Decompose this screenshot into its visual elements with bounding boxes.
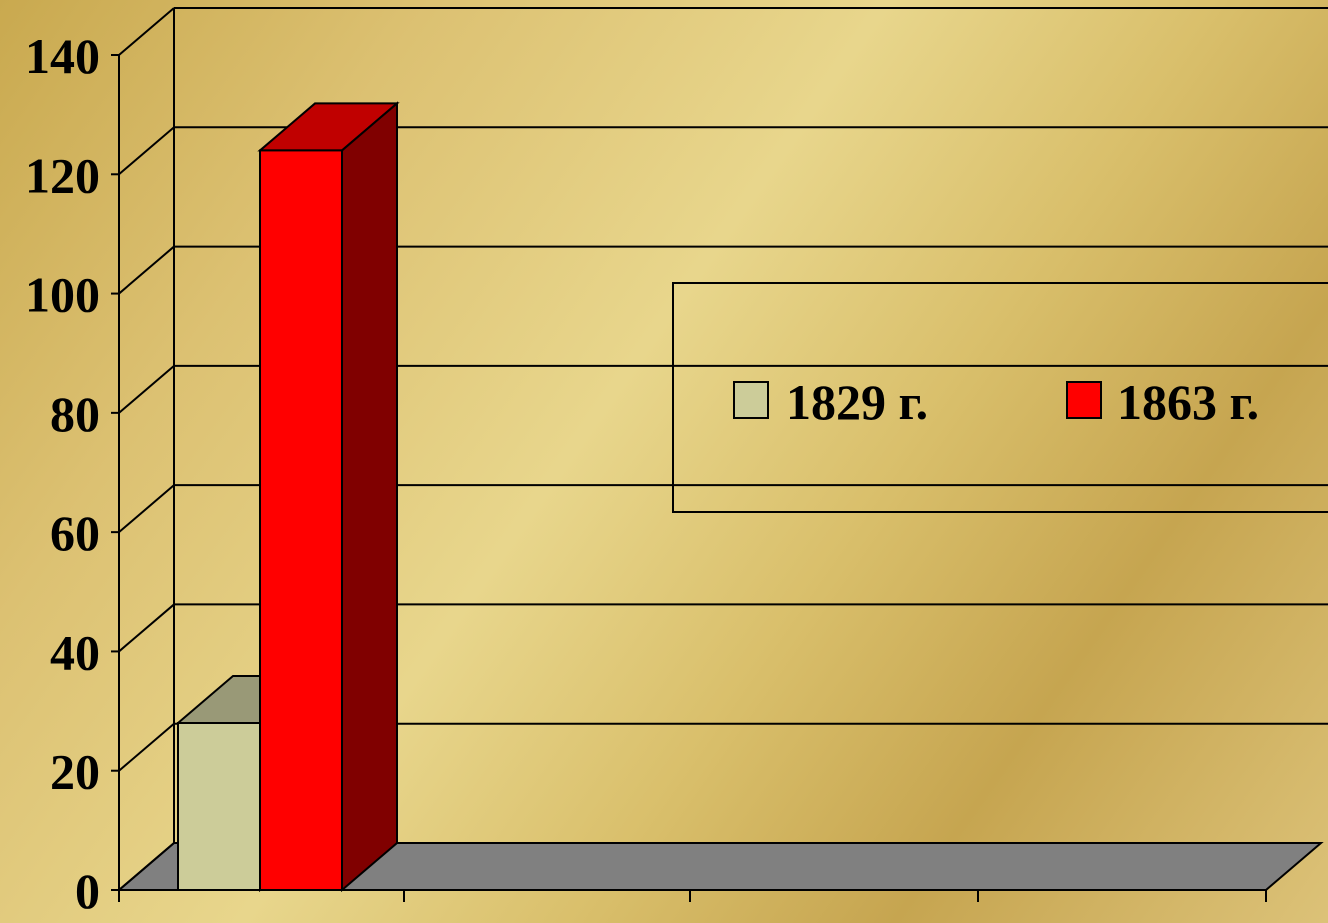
bars — [175, 101, 400, 893]
y-tick-label: 60 — [50, 505, 100, 561]
bar-1863 — [257, 101, 400, 893]
legend: 1829 г. 1863 г. — [672, 282, 1328, 513]
bar-1829-front — [177, 722, 261, 891]
gridline-side — [118, 484, 175, 533]
y-tick-label: 0 — [75, 863, 100, 919]
gridline-side — [118, 126, 175, 176]
legend-label-1829: 1829 г. — [786, 374, 928, 430]
legend-box — [672, 282, 1328, 513]
gridline-side — [118, 245, 175, 295]
y-tick-label: 20 — [50, 744, 100, 800]
y-tick-label: 120 — [25, 147, 100, 203]
bar-1863-side — [341, 101, 398, 893]
y-tick-label: 40 — [50, 624, 100, 680]
legend-swatch-1829 — [733, 381, 769, 419]
y-tick-label: 80 — [50, 386, 100, 442]
gridline-side — [118, 365, 175, 414]
legend-label-1863: 1863 г. — [1117, 374, 1259, 430]
gridline-side — [118, 7, 175, 56]
gridline-side — [118, 842, 175, 891]
bar-1863-front — [259, 149, 343, 891]
chart-walls — [118, 8, 175, 890]
gridline-side — [118, 603, 175, 653]
legend-swatch-1863 — [1066, 381, 1102, 419]
y-tick-label: 140 — [25, 28, 100, 84]
gridline-side — [118, 722, 175, 772]
y-tick-label: 100 — [25, 267, 100, 323]
value-axis: 0 20 40 60 80 100 120 140 — [25, 28, 1267, 919]
